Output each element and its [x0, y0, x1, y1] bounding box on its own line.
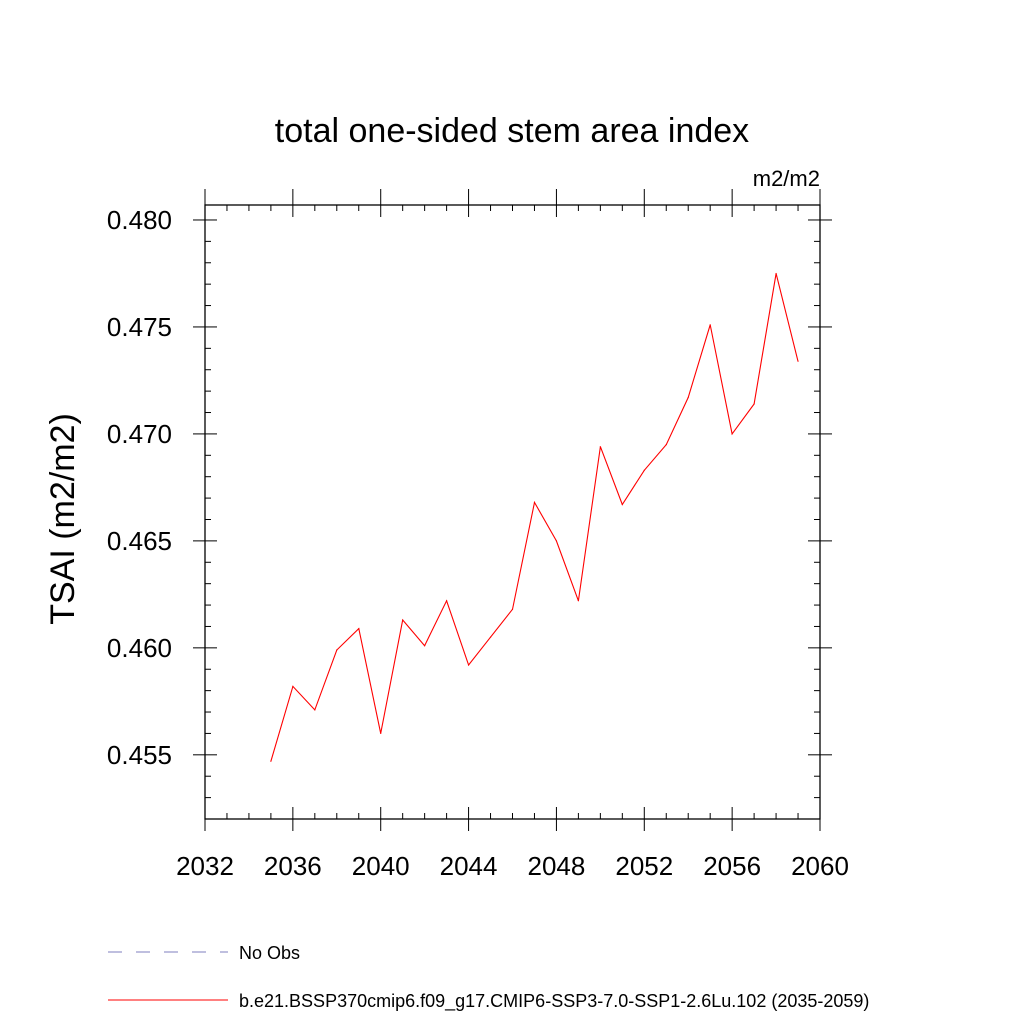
legend-label-model: b.e21.BSSP370cmip6.f09_g17.CMIP6-SSP3-7.… — [239, 991, 869, 1012]
units-label: m2/m2 — [753, 166, 820, 191]
series-point — [446, 600, 448, 602]
series-point — [775, 272, 777, 275]
series-point — [731, 433, 733, 435]
series-point — [424, 645, 426, 647]
y-tick-labels: 0.455 0.460 0.465 0.470 0.475 0.480 — [107, 205, 172, 770]
y-tick-label: 0.480 — [107, 205, 172, 235]
x-tick-label: 2044 — [440, 851, 498, 881]
chart-title: total one-sided stem area index — [275, 112, 749, 150]
y-axis-label: TSAI (m2/m2) — [44, 413, 82, 625]
x-tick-label: 2032 — [176, 851, 234, 881]
series-point — [577, 600, 579, 602]
series-point — [599, 446, 601, 448]
series-point — [643, 469, 645, 471]
series-point — [314, 709, 316, 711]
x-tick-label: 2056 — [703, 851, 761, 881]
series-point — [380, 732, 382, 735]
y-tick-label: 0.475 — [107, 312, 172, 342]
series-point — [709, 324, 711, 326]
x-tick-label: 2052 — [615, 851, 673, 881]
series-point — [489, 636, 492, 638]
series-point — [555, 540, 558, 542]
y-tick-label: 0.465 — [107, 526, 172, 556]
legend: No Obs b.e21.BSSP370cmip6.f09_g17.CMIP6-… — [108, 943, 869, 1012]
plot-frame — [204, 204, 821, 820]
series-point — [402, 619, 404, 621]
series-point — [292, 685, 294, 687]
series-point — [621, 503, 623, 506]
series-point — [665, 444, 667, 446]
series-point — [687, 396, 689, 399]
x-tick-labels: 2032 2036 2040 2044 2048 2052 2056 2060 — [176, 851, 849, 881]
series-point — [753, 403, 755, 405]
series-point — [336, 649, 338, 651]
series-line-1 — [270, 273, 799, 762]
x-tick-label: 2048 — [528, 851, 586, 881]
legend-label-no-obs: No Obs — [239, 943, 300, 963]
series-point — [511, 608, 514, 610]
y-tick-label: 0.455 — [107, 740, 172, 770]
x-tick-label: 2036 — [264, 851, 322, 881]
x-tick-label: 2040 — [352, 851, 410, 881]
series-point — [797, 360, 799, 362]
series-point — [358, 627, 360, 630]
series-point — [467, 664, 470, 666]
series-point — [270, 760, 272, 762]
axis-ticks — [193, 189, 832, 831]
y-tick-label: 0.460 — [107, 633, 172, 663]
x-tick-label: 2060 — [791, 851, 849, 881]
y-tick-label: 0.470 — [107, 419, 172, 449]
series-point — [533, 501, 536, 503]
series-layer — [270, 272, 799, 762]
